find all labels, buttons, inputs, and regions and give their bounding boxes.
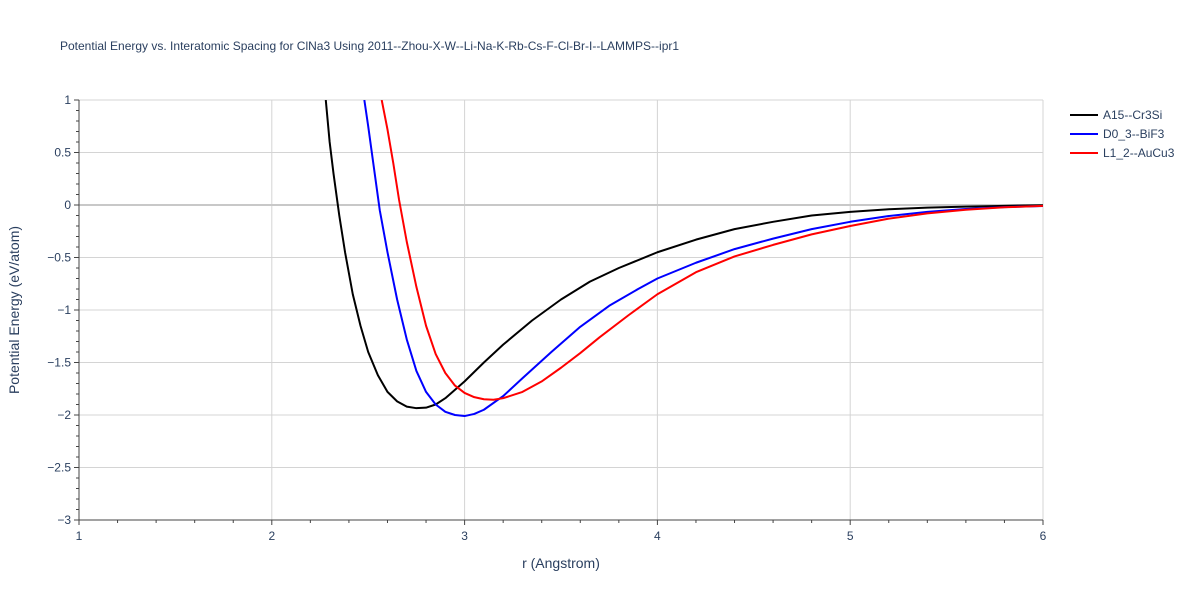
x-tick-label: 5 bbox=[847, 529, 854, 543]
x-tick-label: 2 bbox=[268, 529, 275, 543]
y-tick-label: 1 bbox=[64, 93, 71, 107]
x-tick-label: 6 bbox=[1040, 529, 1047, 543]
series-line-1[interactable] bbox=[363, 100, 1043, 418]
y-tick-label: −1.5 bbox=[47, 356, 71, 370]
legend-label: L1_2--AuCu3 bbox=[1103, 146, 1175, 160]
y-tick-label: −0.5 bbox=[47, 251, 71, 265]
grid-layer bbox=[79, 99, 1044, 520]
series-layer bbox=[324, 100, 1043, 418]
chart-title: Potential Energy vs. Interatomic Spacing… bbox=[60, 39, 679, 53]
x-tick-label: 3 bbox=[461, 529, 468, 543]
series-line-2[interactable] bbox=[380, 100, 1043, 401]
legend-label: D0_3--BiF3 bbox=[1103, 127, 1165, 141]
y-tick-label: −2.5 bbox=[47, 461, 71, 475]
series-line-0[interactable] bbox=[324, 100, 1043, 410]
legend-item[interactable]: D0_3--BiF3 bbox=[1070, 127, 1165, 141]
y-tick-label: 0 bbox=[64, 198, 71, 212]
legend[interactable]: A15--Cr3Si D0_3--BiF3 L1_2--AuCu3 bbox=[1070, 108, 1175, 160]
axis-layer: 1 2 3 4 5 6 −3 −2.5 −2 −1.5 −1 −0.5 0 0.5 1 bbox=[47, 93, 1046, 543]
x-axis-title: r (Angstrom) bbox=[522, 555, 600, 571]
y-tick-label: −1 bbox=[57, 303, 71, 317]
y-tick-label: −2 bbox=[57, 408, 71, 422]
y-axis-title: Potential Energy (eV/atom) bbox=[6, 226, 22, 394]
y-tick-label: 0.5 bbox=[54, 146, 71, 160]
legend-label: A15--Cr3Si bbox=[1103, 108, 1162, 122]
x-tick-label: 1 bbox=[76, 529, 83, 543]
x-tick-label: 4 bbox=[654, 529, 661, 543]
y-tick-label: −3 bbox=[57, 513, 71, 527]
legend-item[interactable]: A15--Cr3Si bbox=[1070, 108, 1162, 122]
legend-item[interactable]: L1_2--AuCu3 bbox=[1070, 146, 1175, 160]
